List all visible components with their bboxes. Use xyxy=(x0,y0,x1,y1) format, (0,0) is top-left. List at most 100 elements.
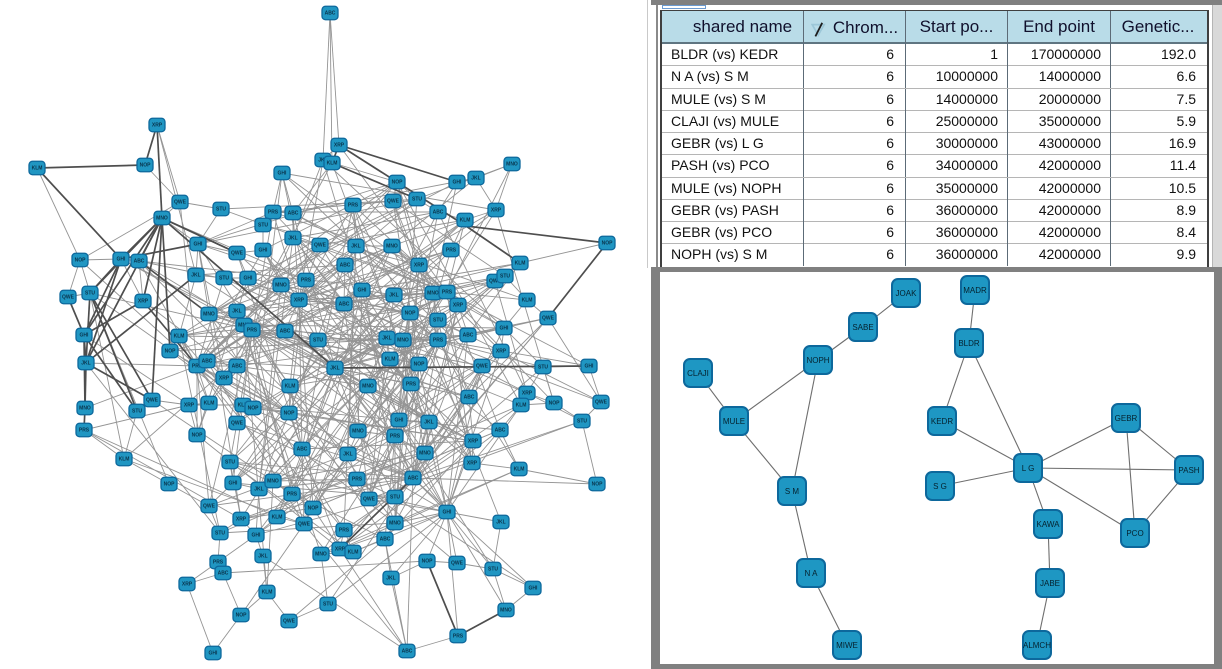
svg-text:ABC: ABC xyxy=(433,210,444,216)
svg-text:QWE: QWE xyxy=(231,251,244,257)
svg-text:NOP: NOP xyxy=(165,349,177,355)
svg-text:JKL: JKL xyxy=(288,236,297,242)
svg-text:ABC: ABC xyxy=(380,537,391,543)
svg-text:STU: STU xyxy=(216,207,226,213)
svg-text:STU: STU xyxy=(390,495,400,501)
svg-text:ABC: ABC xyxy=(325,11,336,17)
svg-text:PRS: PRS xyxy=(247,328,258,334)
svg-text:XRP: XRP xyxy=(414,263,425,269)
svg-text:STU: STU xyxy=(323,602,333,608)
svg-text:PRS: PRS xyxy=(442,290,453,296)
svg-text:NOP: NOP xyxy=(75,258,87,264)
svg-text:GHI: GHI xyxy=(194,242,204,248)
svg-text:ABC: ABC xyxy=(134,259,145,265)
svg-text:JKL: JKL xyxy=(191,273,200,279)
svg-text:ABC: ABC xyxy=(232,364,243,370)
svg-text:NOP: NOP xyxy=(549,401,561,407)
svg-text:KLM: KLM xyxy=(285,384,296,390)
svg-text:XRP: XRP xyxy=(182,582,193,588)
svg-text:PRS: PRS xyxy=(287,492,298,498)
svg-text:ABC: ABC xyxy=(297,447,308,453)
svg-text:XRP: XRP xyxy=(522,391,533,397)
svg-text:JKL: JKL xyxy=(318,158,327,164)
svg-text:XRP: XRP xyxy=(334,143,345,149)
svg-text:GHI: GHI xyxy=(117,257,127,263)
svg-text:KLM: KLM xyxy=(32,166,43,172)
svg-text:XRP: XRP xyxy=(219,376,230,382)
svg-text:MNO: MNO xyxy=(427,291,439,297)
svg-text:KLM: KLM xyxy=(460,218,471,224)
svg-text:MNO: MNO xyxy=(506,162,518,168)
svg-text:PRS: PRS xyxy=(390,434,401,440)
svg-text:JKL: JKL xyxy=(496,520,505,526)
svg-text:PRS: PRS xyxy=(453,634,464,640)
svg-text:MNO: MNO xyxy=(389,521,401,527)
svg-text:NOP: NOP xyxy=(236,613,248,619)
svg-text:KLM: KLM xyxy=(327,161,338,167)
svg-text:STU: STU xyxy=(538,365,548,371)
svg-text:STU: STU xyxy=(132,409,142,415)
svg-text:ABC: ABC xyxy=(402,649,413,655)
svg-text:STU: STU xyxy=(488,567,498,573)
svg-text:JKL: JKL xyxy=(330,366,339,372)
svg-text:GHI: GHI xyxy=(500,326,510,332)
svg-text:JKL: JKL xyxy=(424,420,433,426)
svg-text:XRP: XRP xyxy=(496,349,507,355)
svg-text:STU: STU xyxy=(258,223,268,229)
svg-text:MNO: MNO xyxy=(397,338,409,344)
svg-text:JKL: JKL xyxy=(258,554,267,560)
svg-text:PRS: PRS xyxy=(268,210,279,216)
svg-text:STU: STU xyxy=(225,460,235,466)
svg-text:XRP: XRP xyxy=(152,123,163,129)
svg-text:KLM: KLM xyxy=(272,515,283,521)
svg-text:MNO: MNO xyxy=(352,429,364,435)
svg-text:STU: STU xyxy=(85,291,95,297)
svg-text:QWE: QWE xyxy=(542,316,555,322)
svg-text:KLM: KLM xyxy=(515,261,526,267)
svg-text:NOP: NOP xyxy=(392,180,404,186)
svg-text:XRP: XRP xyxy=(184,403,195,409)
svg-text:GHI: GHI xyxy=(453,180,463,186)
svg-text:KLM: KLM xyxy=(262,590,273,596)
svg-text:KLM: KLM xyxy=(174,334,185,340)
svg-text:XRP: XRP xyxy=(467,461,478,467)
svg-text:MNO: MNO xyxy=(275,283,287,289)
svg-text:MNO: MNO xyxy=(156,216,168,222)
svg-text:QWE: QWE xyxy=(231,421,244,427)
svg-text:QWE: QWE xyxy=(314,243,327,249)
svg-text:MNO: MNO xyxy=(79,406,91,412)
svg-text:QWE: QWE xyxy=(595,400,608,406)
svg-text:KLM: KLM xyxy=(348,550,359,556)
svg-text:PRS: PRS xyxy=(79,428,90,434)
svg-text:PRS: PRS xyxy=(301,278,312,284)
svg-text:ABC: ABC xyxy=(463,333,474,339)
svg-text:QWE: QWE xyxy=(146,398,159,404)
svg-text:QWE: QWE xyxy=(363,497,376,503)
svg-text:PRS: PRS xyxy=(213,560,224,566)
svg-text:QWE: QWE xyxy=(62,295,75,301)
svg-text:NOP: NOP xyxy=(164,482,176,488)
svg-text:KLM: KLM xyxy=(238,403,249,409)
svg-text:NOP: NOP xyxy=(192,433,204,439)
svg-text:QWE: QWE xyxy=(203,504,216,510)
svg-text:GHI: GHI xyxy=(209,651,219,657)
svg-text:QWE: QWE xyxy=(298,522,311,528)
svg-text:XRP: XRP xyxy=(236,517,247,523)
svg-text:GHI: GHI xyxy=(80,333,90,339)
svg-text:XRP: XRP xyxy=(453,303,464,309)
svg-text:QWE: QWE xyxy=(489,279,502,285)
svg-text:PRS: PRS xyxy=(339,528,350,534)
svg-text:XRP: XRP xyxy=(468,439,479,445)
svg-text:NOP: NOP xyxy=(602,241,614,247)
svg-text:ABC: ABC xyxy=(218,571,229,577)
svg-text:KLM: KLM xyxy=(514,467,525,473)
svg-text:MNO: MNO xyxy=(419,451,431,457)
svg-text:MNO: MNO xyxy=(386,244,398,250)
svg-text:JKL: JKL xyxy=(351,244,360,250)
svg-text:STU: STU xyxy=(412,197,422,203)
svg-text:JKL: JKL xyxy=(343,452,352,458)
svg-text:XRP: XRP xyxy=(294,298,305,304)
svg-text:PRS: PRS xyxy=(348,203,359,209)
svg-text:ABC: ABC xyxy=(280,329,291,335)
svg-text:NOP: NOP xyxy=(284,411,296,417)
